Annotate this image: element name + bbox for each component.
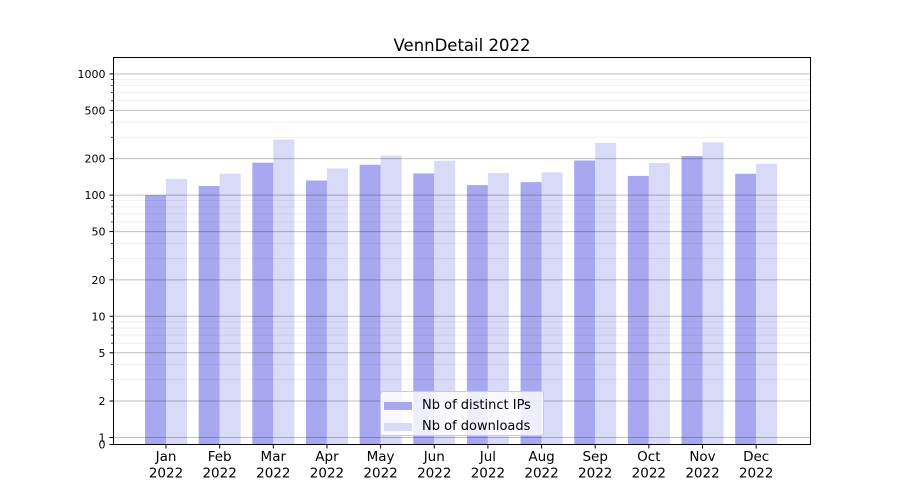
bar-nb-of-distinct-ips-oct-2022 [627, 175, 649, 445]
y-tick-label-200: 200 [85, 153, 106, 166]
bar-nb-of-distinct-ips-feb-2022 [198, 185, 220, 445]
legend-swatch-downloads-icon [384, 422, 412, 431]
x-tick-label-month-nov-2022: Nov [689, 449, 715, 465]
bar-nb-of-downloads-oct-2022 [648, 163, 670, 445]
x-tick-label-month-oct-2022: Oct [637, 449, 660, 465]
bar-nb-of-downloads-may-2022 [380, 155, 402, 445]
bar-nb-of-distinct-ips-sep-2022 [574, 160, 596, 445]
x-tick-label-month-dec-2022: Dec [743, 449, 769, 465]
bar-nb-of-downloads-jan-2022 [166, 178, 187, 445]
bar-nb-of-distinct-ips-dec-2022 [735, 173, 757, 445]
x-tick-label-year-jun-2022: 2022 [417, 466, 451, 482]
x-tick-label-year-dec-2022: 2022 [739, 466, 773, 482]
y-tick-label-100: 100 [85, 189, 106, 202]
x-tick-label-year-apr-2022: 2022 [310, 466, 344, 482]
x-tick-label-year-mar-2022: 2022 [256, 466, 290, 482]
y-tick-label-50: 50 [92, 226, 106, 239]
y-tick-label-0: 0 [99, 439, 106, 452]
plot-border [113, 57, 811, 445]
y-tick-label-20: 20 [92, 274, 106, 287]
x-tick-label-year-oct-2022: 2022 [632, 466, 666, 482]
y-tick-label-5: 5 [99, 347, 106, 360]
bar-nb-of-distinct-ips-mar-2022 [252, 162, 274, 445]
x-tick-label-month-may-2022: May [367, 449, 395, 465]
y-tick-label-1000: 1000 [78, 68, 106, 81]
bar-nb-of-downloads-feb-2022 [219, 173, 241, 445]
bar-nb-of-distinct-ips-jun-2022 [413, 173, 435, 445]
bar-nb-of-downloads-sep-2022 [595, 142, 617, 445]
x-tick-label-month-jul-2022: Jul [479, 449, 496, 465]
legend-row-ips: Nb of distinct IPs [384, 395, 543, 416]
x-tick-label-month-apr-2022: Apr [315, 449, 339, 465]
legend-row-downloads: Nb of downloads [384, 416, 543, 437]
legend-swatch-distinct-ips-icon [384, 401, 412, 410]
legend-label-distinct-ips: Nb of distinct IPs [422, 398, 531, 413]
x-tick-label-year-jan-2022: 2022 [149, 466, 183, 482]
x-tick-label-month-mar-2022: Mar [261, 449, 287, 465]
bar-nb-of-downloads-nov-2022 [702, 142, 724, 445]
bar-nb-of-downloads-mar-2022 [273, 139, 295, 445]
y-tick-label-2: 2 [99, 395, 106, 408]
x-tick-label-year-jul-2022: 2022 [471, 466, 505, 482]
bar-nb-of-distinct-ips-nov-2022 [681, 156, 703, 445]
bar-nb-of-distinct-ips-apr-2022 [305, 180, 327, 445]
legend-label-downloads: Nb of downloads [422, 419, 531, 434]
bar-nb-of-downloads-apr-2022 [326, 168, 348, 445]
y-tick-label-1: 1 [99, 432, 106, 445]
x-tick-label-month-jan-2022: Jan [155, 449, 177, 465]
bar-nb-of-downloads-jun-2022 [434, 160, 456, 445]
chart-title: VennDetail 2022 [393, 36, 531, 55]
bar-nb-of-distinct-ips-jul-2022 [466, 185, 488, 445]
y-tick-label-10: 10 [92, 310, 106, 323]
x-tick-label-year-aug-2022: 2022 [524, 466, 558, 482]
bar-nb-of-downloads-aug-2022 [541, 172, 563, 445]
x-tick-label-month-aug-2022: Aug [528, 449, 554, 465]
x-tick-label-month-feb-2022: Feb [208, 449, 232, 465]
bar-nb-of-downloads-jul-2022 [487, 173, 509, 445]
bar-nb-of-downloads-dec-2022 [756, 163, 778, 445]
legend: Nb of distinct IPs Nb of downloads [380, 391, 544, 436]
x-tick-label-year-sep-2022: 2022 [578, 466, 612, 482]
bar-nb-of-distinct-ips-jan-2022 [145, 195, 166, 445]
x-tick-label-year-feb-2022: 2022 [202, 466, 236, 482]
bar-nb-of-distinct-ips-may-2022 [359, 164, 381, 445]
x-tick-label-month-sep-2022: Sep [582, 449, 607, 465]
bar-nb-of-distinct-ips-aug-2022 [520, 182, 542, 445]
y-tick-label-500: 500 [85, 104, 106, 117]
x-tick-label-year-may-2022: 2022 [363, 466, 397, 482]
x-tick-label-month-jun-2022: Jun [423, 449, 445, 465]
x-tick-label-year-nov-2022: 2022 [685, 466, 719, 482]
